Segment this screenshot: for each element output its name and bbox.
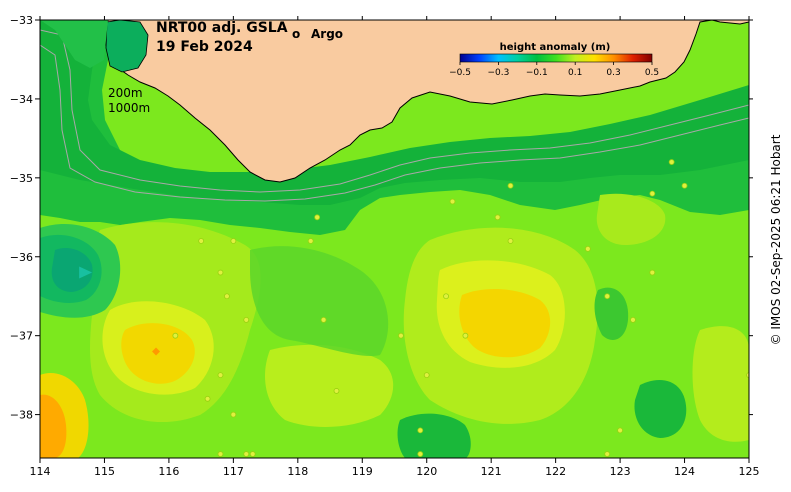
argo-float-marker <box>230 411 237 418</box>
argo-legend: o Argo <box>292 27 343 41</box>
argo-float-marker <box>217 269 224 276</box>
argo-float-marker <box>649 190 656 197</box>
argo-float-marker <box>604 293 611 300</box>
colorbar-tick-label: 0.5 <box>645 68 659 78</box>
imos-credit: © IMOS 02-Sep-2025 06:21 Hobart <box>764 20 788 460</box>
lon-tick-label: 118 <box>287 465 308 478</box>
lat-tick-label: −37 <box>10 330 33 343</box>
bathymetry-contour-labels: 200m 1000m <box>108 86 150 115</box>
colorbar-tick-label: 0.3 <box>606 68 620 78</box>
colorbar-tick-label: −0.1 <box>526 68 548 78</box>
plot-area <box>40 20 749 458</box>
lon-tick-label: 120 <box>416 465 437 478</box>
argo-float-marker <box>417 451 424 457</box>
colorbar-tick-label: 0.1 <box>568 68 582 78</box>
nearshore-green-band <box>40 20 749 235</box>
argo-float-marker <box>443 293 449 300</box>
lon-tick-label: 121 <box>481 465 502 478</box>
lon-tick-label: 117 <box>223 465 244 478</box>
yellow-green-southeast-patch <box>692 326 749 442</box>
bathymetry-contour-1000m <box>40 44 749 202</box>
lon-tick-label: 114 <box>30 465 51 478</box>
lon-tick-label: 122 <box>545 465 566 478</box>
argo-float-marker <box>617 427 623 434</box>
argo-float-marker <box>198 238 205 244</box>
bright-green-east-patch <box>596 193 666 245</box>
lon-tick-label: 119 <box>352 465 373 478</box>
lon-tick-label: 123 <box>610 465 631 478</box>
argo-float-marker <box>649 269 656 276</box>
lat-tick-label: −36 <box>10 251 33 264</box>
argo-float-marker <box>79 266 93 279</box>
argo-float-marker <box>243 451 250 457</box>
lon-tick-label: 115 <box>94 465 115 478</box>
title-date: 19 Feb 2024 <box>156 39 253 55</box>
argo-float-marker <box>746 372 749 379</box>
colorbar-gradient <box>459 53 653 63</box>
argo-float-marker <box>462 332 469 339</box>
argo-float-marker <box>507 238 514 244</box>
colorbar-tick-label: −0.3 <box>487 68 509 78</box>
green-patch-southeast <box>634 380 687 438</box>
map-title: NRT00 adj. GSLA 19 Feb 2024 <box>156 20 288 55</box>
contour-label-1000m: 1000m <box>108 101 150 115</box>
lon-tick-label: 125 <box>739 465 760 478</box>
lon-tick-label: 116 <box>158 465 179 478</box>
argo-float-marker <box>243 316 250 323</box>
argo-float-marker <box>230 238 237 244</box>
colorbar-tick-label: −0.5 <box>449 68 471 78</box>
argo-float-marker <box>217 372 224 379</box>
colorbar-ticks: −0.5 −0.3 −0.1 0.1 0.3 0.5 <box>449 62 659 78</box>
argo-float-markers <box>79 159 749 457</box>
argo-float-marker <box>584 245 591 252</box>
lon-tick-label: 124 <box>674 465 695 478</box>
argo-float-marker <box>307 238 314 244</box>
imos-credit-text: © IMOS 02-Sep-2025 06:21 Hobart <box>769 134 783 346</box>
inland-sea-patch <box>105 20 149 73</box>
argo-float-marker <box>494 214 501 221</box>
plot-frame <box>39 19 750 459</box>
longitude-axis: 114 115 116 117 118 119 120 121 122 123 124 125 <box>30 16 760 478</box>
argo-float-marker <box>320 316 327 323</box>
argo-float-marker <box>333 388 340 394</box>
yellow-green-south-patch <box>265 344 394 427</box>
top-left-green-water <box>40 20 108 68</box>
argo-float-marker <box>681 182 688 189</box>
lat-tick-label: −35 <box>10 172 33 185</box>
latitude-axis: −33 −34 −35 −36 −37 −38 <box>10 14 753 422</box>
argo-float-marker <box>630 316 636 323</box>
argo-float-marker <box>152 347 161 356</box>
argo-float-marker <box>398 332 404 339</box>
argo-legend-symbol: o <box>292 27 300 41</box>
lat-tick-label: −34 <box>10 93 33 106</box>
height-anomaly-colorbar: height anomaly (m) −0.5 −0.3 −0.1 0.1 0.3 0.5 <box>449 42 659 78</box>
argo-float-marker <box>604 451 611 457</box>
shelf-green-band <box>40 20 749 205</box>
argo-float-marker <box>172 332 179 339</box>
eddy-west-core <box>51 247 93 292</box>
lat-tick-label: −33 <box>10 14 33 27</box>
argo-float-marker <box>224 293 230 300</box>
argo-float-marker <box>249 451 256 457</box>
argo-float-marker <box>417 427 424 434</box>
argo-float-marker <box>217 451 224 457</box>
contour-label-200m: 200m <box>108 86 143 100</box>
argo-float-marker <box>668 159 675 165</box>
orange-southwest-core <box>40 394 67 458</box>
argo-float-marker <box>507 182 514 189</box>
eddy-yellow-central-core <box>459 288 551 358</box>
green-patch-east <box>594 287 629 340</box>
title-product: NRT00 adj. GSLA <box>156 20 288 36</box>
colorbar-title: height anomaly (m) <box>500 42 611 53</box>
argo-float-marker <box>314 214 321 221</box>
argo-float-marker <box>204 395 211 402</box>
bathymetry-contour-200m <box>40 29 749 193</box>
argo-legend-label: Argo <box>311 27 343 41</box>
green-patch-south <box>397 413 471 458</box>
offshore-green-channel <box>250 246 389 357</box>
lat-tick-label: −38 <box>10 409 33 422</box>
argo-float-marker <box>423 372 430 379</box>
argo-float-marker <box>449 198 456 205</box>
